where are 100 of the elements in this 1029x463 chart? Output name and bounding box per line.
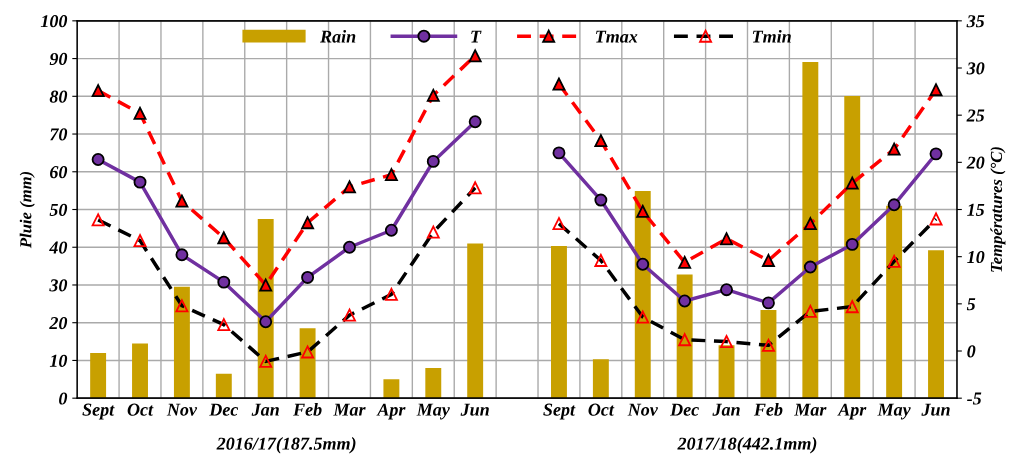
- x-tick-label: Oct: [588, 403, 615, 416]
- point: [259, 315, 273, 329]
- y-tick-label: 70: [50, 128, 68, 141]
- y-tick-label: 0: [59, 392, 68, 405]
- x-tick-label: Oct: [127, 403, 154, 416]
- bar: [90, 352, 107, 399]
- y-tick-label: 100: [40, 15, 68, 28]
- y-tick-label: 40: [49, 241, 68, 254]
- x-tick-label: Nov: [627, 403, 658, 416]
- x-tick-label: Jun: [921, 403, 950, 416]
- x-tick-label: Nov: [166, 403, 198, 416]
- point: [384, 168, 398, 182]
- point: [426, 154, 440, 168]
- x-tick-label: Sept: [82, 403, 115, 420]
- bar: [425, 367, 442, 399]
- y2-tick-label: -5: [967, 392, 982, 405]
- x-tick-label: Feb: [293, 403, 322, 416]
- point: [929, 83, 943, 97]
- x-tick-label: Jan: [712, 403, 740, 416]
- y-axis-title: Pluie (mm): [19, 171, 35, 249]
- bar: [467, 243, 484, 399]
- legend-label: Rain: [320, 29, 356, 43]
- y2-tick-label: 30: [966, 62, 985, 75]
- point: [887, 142, 901, 156]
- x-tick-label: Dec: [209, 403, 239, 416]
- point: [720, 283, 734, 297]
- point: [91, 84, 105, 98]
- bar: [299, 328, 316, 399]
- point: [133, 175, 147, 189]
- legend-label: Tmin: [752, 29, 791, 43]
- bar: [844, 95, 861, 399]
- y2-tick-label: 20: [966, 156, 985, 169]
- point: [887, 198, 901, 212]
- bar: [173, 286, 190, 399]
- x-tick-label: Feb: [753, 403, 783, 416]
- point: [552, 146, 566, 160]
- bar: [928, 250, 944, 399]
- point: [343, 180, 356, 194]
- x-tick-label: Jan: [251, 403, 279, 416]
- point: [720, 232, 734, 246]
- x-tick-label: Jun: [460, 403, 489, 416]
- y2-tick-label: 35: [966, 15, 985, 28]
- y-tick-label: 80: [49, 90, 68, 103]
- y2-tick-label: 10: [967, 250, 985, 264]
- y2-tick-label: 0: [967, 345, 976, 358]
- point: [175, 194, 189, 208]
- point: [468, 115, 482, 129]
- point: [594, 134, 608, 148]
- point: [803, 260, 817, 274]
- point: [636, 204, 650, 218]
- y2-axis-title: Températures (°C): [990, 147, 1006, 272]
- x-tick-label: May: [416, 403, 450, 420]
- point: [259, 278, 273, 292]
- bar: [592, 359, 609, 399]
- y-tick-label: 20: [49, 316, 68, 330]
- x-tick-label: Apr: [376, 403, 406, 420]
- text: 2017/18(442.1mm): [677, 437, 817, 454]
- bar: [886, 205, 903, 399]
- point: [217, 231, 231, 245]
- bar: [760, 309, 777, 399]
- point: [301, 270, 315, 284]
- bar: [802, 61, 819, 399]
- legend-label: T: [471, 30, 482, 43]
- y-tick-label: 30: [49, 279, 68, 292]
- point: [636, 257, 650, 271]
- point: [468, 49, 482, 63]
- point: [594, 193, 608, 207]
- point: [175, 248, 189, 262]
- y-tick-label: 60: [50, 166, 68, 179]
- text: 2016/17(187.5mm): [216, 437, 356, 454]
- bar: [718, 345, 735, 399]
- bar: [383, 379, 400, 399]
- bar: [551, 246, 567, 399]
- point: [845, 237, 859, 251]
- x-tick-label: Sept: [543, 403, 576, 420]
- point: [845, 176, 859, 190]
- point: [384, 223, 398, 237]
- point: [426, 88, 440, 102]
- point: [803, 217, 817, 231]
- x-tick-label: Mar: [333, 403, 366, 416]
- point: [343, 240, 356, 254]
- point: [929, 147, 943, 161]
- point: [133, 106, 147, 120]
- x-tick-label: Mar: [794, 403, 827, 416]
- point: [678, 294, 692, 308]
- legend-label: Tmax: [596, 30, 638, 43]
- point: [91, 153, 105, 166]
- x-tick-label: Apr: [837, 403, 867, 420]
- bar: [215, 373, 232, 399]
- point: [301, 216, 315, 230]
- y-tick-label: 90: [49, 52, 68, 66]
- point: [761, 253, 775, 267]
- y2-tick-label: 5: [966, 298, 976, 311]
- y-tick-label: 50: [49, 203, 68, 216]
- y2-tick-label: 15: [967, 203, 985, 216]
- bar: [132, 343, 148, 399]
- y2-tick-label: 25: [966, 109, 985, 122]
- x-tick-label: May: [877, 403, 911, 420]
- point: [678, 255, 692, 269]
- y-tick-label: 10: [49, 354, 68, 367]
